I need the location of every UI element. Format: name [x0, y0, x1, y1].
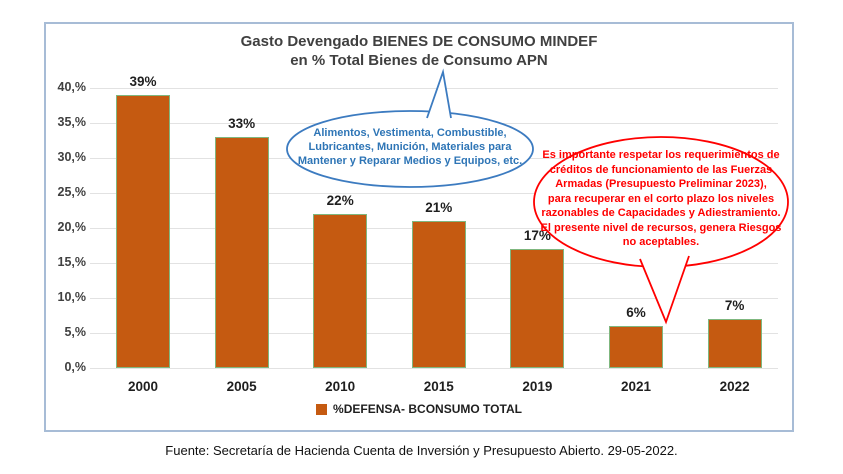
bar: [609, 326, 663, 368]
y-axis-tick-label: 15,%: [57, 255, 87, 269]
red-callout-line: Es importante respetar los requerimiento…: [542, 149, 780, 161]
red-callout-line: Armadas (Presupuesto Preliminar 2023),: [555, 178, 767, 190]
bar: [411, 221, 466, 368]
source-caption: Fuente: Secretaría de Hacienda Cuenta de…: [165, 443, 678, 458]
red-callout-text: Es importante respetar los requerimiento…: [524, 148, 798, 250]
bar-value-label: 7%: [724, 298, 745, 313]
x-axis-tick-label: 2005: [226, 379, 257, 394]
red-callout-line: razonables de Capacidades y Adiestramien…: [541, 207, 781, 219]
x-axis-tick-label: 2010: [325, 379, 356, 394]
x-axis-tick-label: 2021: [620, 379, 652, 394]
y-axis-tick-label: 25,%: [57, 185, 87, 199]
bar-value-label: 21%: [425, 200, 453, 215]
y-axis-tick-label: 40,%: [57, 80, 87, 94]
y-axis-tick-label: 0,%: [64, 360, 86, 374]
chart-title-line2: en % Total Bienes de Consumo APN: [290, 52, 548, 69]
blue-callout-text: Alimentos, Vestimenta, Combustible, Lubr…: [282, 126, 538, 168]
bar: [214, 137, 269, 368]
bar: [510, 249, 565, 368]
legend-label: %DEFENSA- BCONSUMO TOTAL: [333, 402, 522, 416]
x-axis-tick-label: 2019: [522, 379, 553, 394]
red-callout-line: El presente nivel de recursos, genera Ri…: [540, 221, 782, 234]
y-axis-tick-label: 10,%: [57, 290, 87, 304]
gridline: [90, 88, 778, 89]
y-axis-tick-label: 30,%: [57, 150, 87, 164]
chart-title-line1: Gasto Devengado BIENES DE CONSUMO MINDEF: [240, 33, 598, 50]
red-callout-line: créditos de funcionamiento de las Fuerza…: [549, 163, 773, 176]
chart-title: Gasto Devengado BIENES DE CONSUMO MINDEF…: [46, 32, 792, 70]
y-axis-tick-label: 35,%: [57, 115, 87, 129]
x-axis-tick-label: 2022: [719, 379, 750, 394]
y-axis-tick-label: 20,%: [57, 220, 87, 234]
legend-swatch-icon: [316, 403, 328, 415]
bar: [707, 319, 762, 368]
bar-value-label: 39%: [129, 74, 157, 89]
bar: [313, 214, 368, 368]
y-axis-tick-label: 5,%: [64, 325, 86, 339]
gridline: [90, 123, 778, 124]
x-axis-tick-label: 2000: [127, 379, 159, 394]
blue-callout-line: Lubricantes, Munición, Materiales para: [308, 141, 512, 153]
bar: [116, 95, 170, 368]
bar-value-label: 6%: [626, 305, 646, 320]
x-axis-tick-label: 2015: [423, 379, 454, 394]
bar-value-label: 22%: [326, 193, 354, 208]
gridline: [90, 193, 778, 194]
red-callout-line: para recuperar en el corto plazo los niv…: [547, 192, 775, 205]
legend: %DEFENSA- BCONSUMO TOTAL: [46, 402, 792, 416]
gridline: [90, 368, 778, 369]
blue-callout-line: Alimentos, Vestimenta, Combustible,: [313, 127, 507, 139]
red-callout-line: no aceptables.: [622, 236, 700, 248]
blue-callout-line: Mantener y Reparar Medios y Equipos, etc…: [297, 155, 523, 167]
bar-value-label: 33%: [228, 116, 256, 131]
